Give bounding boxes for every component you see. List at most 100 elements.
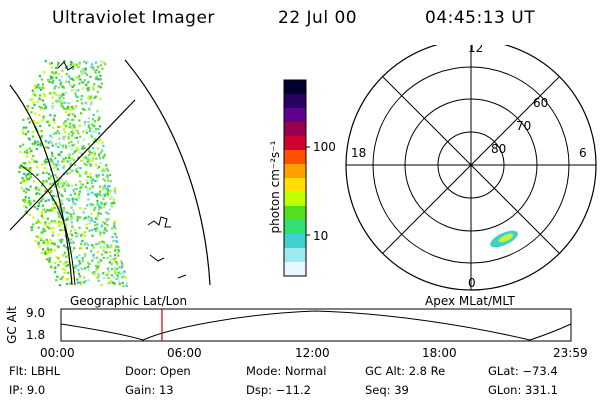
emission-pixel [38, 75, 41, 78]
emission-pixel [25, 126, 28, 129]
emission-pixel [46, 258, 49, 261]
emission-pixel [79, 174, 82, 177]
emission-pixel [63, 182, 66, 185]
emission-pixel [60, 181, 63, 185]
emission-pixel [71, 144, 74, 147]
emission-pixel [62, 211, 65, 214]
emission-pixel [69, 162, 72, 166]
emission-pixel [33, 86, 36, 90]
emission-pixel [60, 183, 63, 186]
emission-pixel [50, 220, 53, 223]
emission-pixel [80, 95, 83, 98]
emission-pixel [68, 168, 72, 171]
colorbar-band [284, 94, 306, 109]
emission-pixel [82, 130, 85, 133]
emission-pixel [96, 90, 99, 94]
emission-pixel [103, 246, 106, 249]
emission-pixel [96, 192, 99, 195]
emission-pixel [62, 97, 65, 100]
emission-pixel [73, 151, 76, 154]
emission-pixel [70, 221, 73, 224]
emission-pixel [51, 242, 54, 245]
emission-pixel [90, 191, 93, 194]
emission-pixel [98, 242, 101, 245]
emission-pixel [100, 225, 103, 229]
emission-pixel [71, 152, 74, 155]
emission-pixel [85, 164, 88, 167]
emission-pixel [84, 185, 87, 189]
emission-pixel [91, 67, 94, 71]
emission-pixel [56, 100, 59, 104]
emission-pixel [70, 215, 73, 218]
emission-pixel [37, 121, 40, 125]
emission-pixel [33, 160, 36, 163]
emission-pixel [48, 258, 51, 261]
lat-label-80: 80 [491, 142, 506, 156]
emission-pixel [42, 240, 45, 243]
emission-pixel [40, 130, 43, 133]
emission-pixel [36, 100, 39, 103]
emission-pixel [101, 240, 104, 243]
emission-pixel [99, 212, 102, 215]
emission-pixel [78, 254, 81, 257]
emission-pixel [106, 167, 109, 170]
emission-pixel [63, 268, 66, 271]
emission-pixel [24, 200, 27, 203]
emission-pixel [52, 226, 55, 229]
emission-pixel [108, 261, 111, 264]
colorbar-tick-100: 100 [313, 140, 336, 154]
emission-pixel [32, 180, 36, 183]
emission-pixel [112, 239, 115, 243]
emission-pixel [43, 251, 46, 254]
emission-pixel [97, 251, 100, 254]
emission-pixel [74, 106, 77, 109]
emission-pixel [69, 77, 72, 80]
emission-pixel [75, 149, 78, 152]
color-bar [283, 79, 310, 277]
emission-pixel [37, 83, 40, 86]
emission-pixel [55, 195, 58, 198]
emission-pixel [80, 233, 83, 236]
emission-pixel [50, 175, 53, 178]
emission-pixel [88, 129, 91, 133]
emission-pixel [58, 215, 61, 218]
colorbar-band [284, 262, 306, 277]
emission-pixel [75, 257, 78, 260]
polar-plot: 12 18 6 0 60 70 80 [345, 45, 597, 291]
emission-pixel [100, 246, 103, 249]
emission-pixel [73, 126, 76, 129]
emission-pixel [114, 192, 117, 195]
emission-pixel [90, 217, 93, 220]
right-panel-caption: Apex MLat/MLT [425, 294, 515, 308]
emission-pixel [89, 173, 92, 176]
emission-pixel [49, 183, 52, 186]
emission-pixel [56, 210, 59, 213]
emission-pixel [50, 160, 53, 163]
emission-pixel [96, 176, 99, 179]
emission-pixel [38, 192, 41, 196]
emission-pixel [74, 256, 77, 259]
emission-pixel [96, 202, 99, 205]
emission-pixel [102, 272, 105, 275]
emission-pixel [59, 207, 62, 210]
emission-pixel [84, 156, 87, 159]
emission-pixel [70, 108, 73, 111]
emission-pixel [94, 206, 97, 209]
emission-pixel [92, 140, 95, 143]
xtick-0600: 06:00 [167, 346, 202, 360]
emission-pixel [22, 162, 25, 165]
emission-pixel [35, 160, 38, 164]
emission-pixel [65, 255, 68, 258]
emission-pixel [92, 157, 95, 160]
emission-pixel [94, 217, 97, 220]
colorbar-band [284, 80, 306, 95]
emission-pixel [62, 158, 65, 161]
emission-pixel [24, 133, 28, 136]
info-dsp: Dsp: −11.2 [246, 383, 311, 397]
emission-pixel [23, 150, 26, 154]
emission-pixel [105, 164, 108, 167]
emission-pixel [91, 234, 94, 237]
emission-pixel [72, 79, 75, 82]
emission-pixel [77, 195, 80, 198]
emission-pixel [85, 62, 88, 65]
